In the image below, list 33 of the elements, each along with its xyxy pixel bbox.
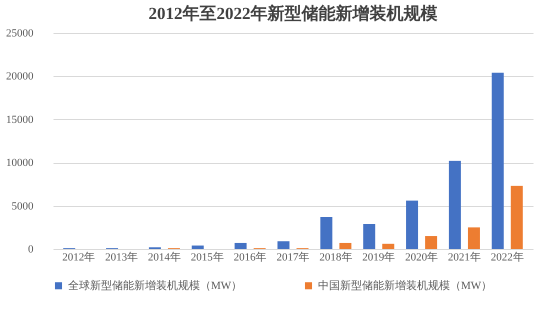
bar: [339, 242, 352, 249]
y-tick-label: 25000: [6, 28, 34, 40]
y-tick-label: 10000: [6, 157, 34, 170]
bar: [510, 186, 523, 249]
x-tick-label: 2020年: [405, 252, 438, 264]
x-tick-label: 2019年: [362, 252, 396, 264]
y-tick-label: 15000: [6, 114, 34, 126]
bar: [277, 241, 290, 249]
bar: [363, 224, 376, 249]
x-tick-label: 2014年: [148, 252, 181, 264]
bar: [425, 236, 438, 249]
y-tick-label: 20000: [6, 70, 34, 83]
x-tick-label: 2017年: [276, 252, 310, 264]
x-tick-label: 2016年: [234, 252, 267, 264]
x-tick-label: 2018年: [319, 252, 352, 264]
x-tick-label: 2021年: [448, 252, 481, 264]
bar: [448, 160, 461, 249]
x-tick-label: 2015年: [190, 252, 224, 264]
bar: [234, 242, 247, 249]
bar: [192, 246, 204, 249]
legend-label: 全球新型储能新增装机规模（MW）: [68, 278, 242, 292]
bar: [382, 244, 394, 249]
x-tick-label: 2013年: [105, 252, 138, 264]
y-tick-label: 0: [28, 244, 34, 256]
x-tick-label: 2022年: [490, 252, 524, 264]
bar: [320, 217, 332, 249]
bar: [492, 72, 504, 249]
legend-label: 中国新型储能新增装机规模（MW）: [318, 278, 492, 292]
x-tick-label: 2012年: [62, 252, 96, 264]
chart-title: 2012年至2022年新型储能新增装机规模: [148, 4, 438, 23]
bar: [468, 227, 480, 249]
y-tick-label: 5000: [12, 200, 34, 212]
bar: [406, 200, 418, 249]
